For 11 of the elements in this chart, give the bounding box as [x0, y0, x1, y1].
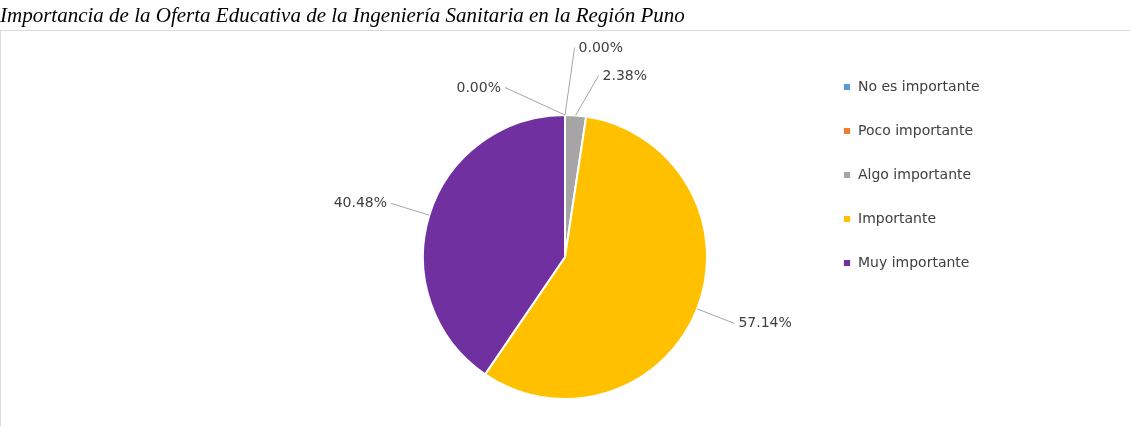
data-label: 57.14% — [738, 314, 792, 331]
data-label: 2.38% — [602, 66, 648, 83]
legend-label: Algo importante — [858, 166, 972, 182]
legend-label: Muy importante — [858, 254, 970, 270]
chart-title: Importancia de la Oferta Educativa de la Ingeniería Sanitaria en la Región Puno — [0, 3, 685, 27]
legend-label: Poco importante — [858, 122, 974, 138]
legend-label: No es importante — [858, 78, 980, 94]
legend-label: Importante — [858, 210, 937, 226]
text: 0.00% — [578, 38, 624, 55]
text: 0.00% — [456, 78, 501, 95]
data-label: 40.48% — [333, 194, 388, 211]
